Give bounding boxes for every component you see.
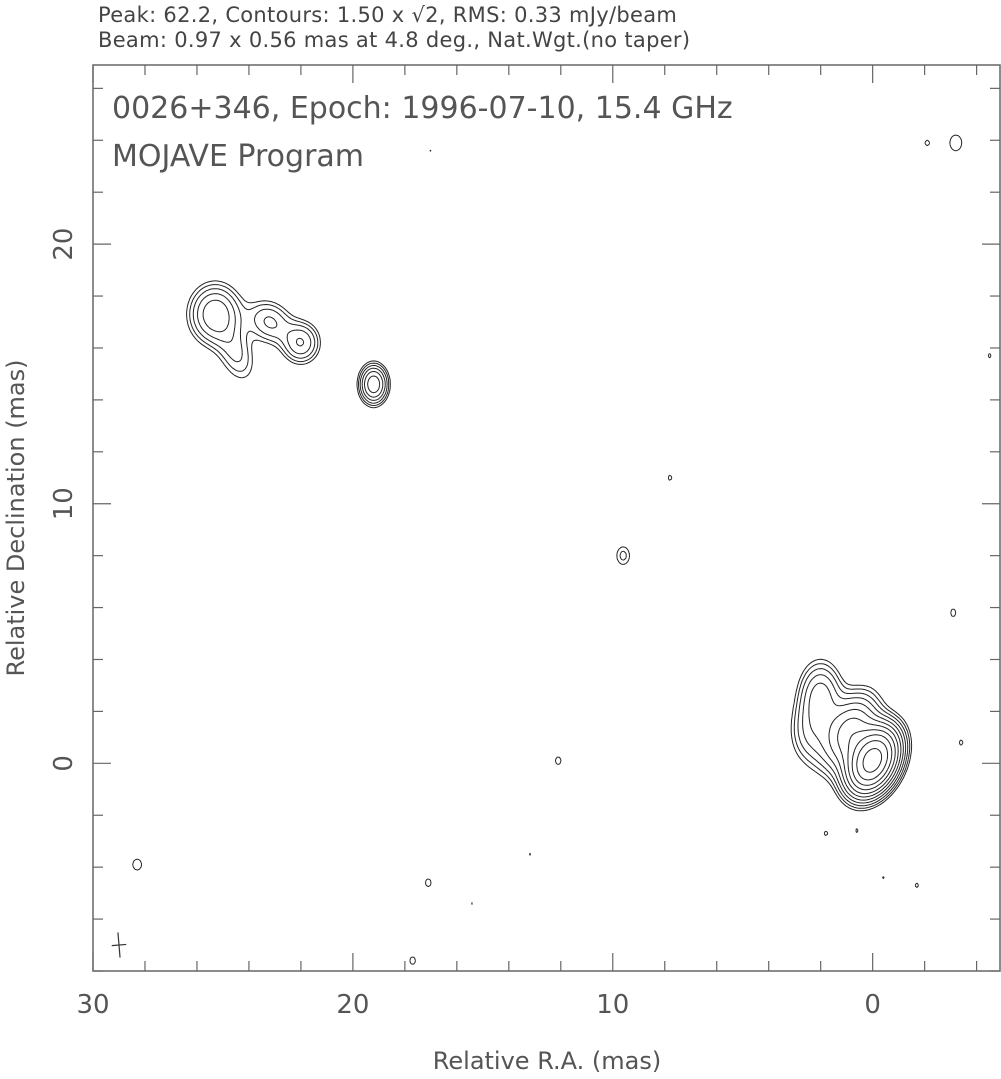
y-tick-label: 20 <box>49 228 79 261</box>
y-tick-label: 0 <box>49 755 79 772</box>
y-axis-label: Relative Declination (mas) <box>2 359 30 676</box>
contour-level-7 <box>847 729 896 791</box>
x-tick-label: 0 <box>864 990 881 1020</box>
header-beam-info: Beam: 0.97 x 0.56 mas at 4.8 deg., Nat.W… <box>98 28 691 52</box>
x-tick-label: 10 <box>596 990 629 1020</box>
plot-title: 0026+346, Epoch: 1996-07-10, 15.4 GHz <box>112 91 733 126</box>
contour-level-1 <box>189 284 911 809</box>
beam-marker <box>111 932 127 958</box>
contour-level-3 <box>197 293 907 804</box>
x-tick-label: 20 <box>336 990 369 1020</box>
contour-level-0 <box>132 134 992 965</box>
contour-level-9 <box>856 740 889 781</box>
contour-level-2 <box>192 288 909 807</box>
contour-level-6 <box>837 717 899 795</box>
contour-level-5 <box>367 375 902 798</box>
contour-level-8 <box>851 734 893 786</box>
axis-ticks <box>92 65 1000 972</box>
plot-frame <box>92 64 1001 972</box>
contour-lines <box>132 134 992 965</box>
header-contour-info: Peak: 62.2, Contours: 1.50 x √2, RMS: 0.… <box>98 3 678 27</box>
x-axis-label: Relative R.A. (mas) <box>433 1047 661 1075</box>
plot-subtitle: MOJAVE Program <box>112 139 364 174</box>
contour-level-10 <box>862 748 883 773</box>
contour-level-4 <box>202 299 904 801</box>
x-tick-label: 30 <box>76 990 109 1020</box>
y-tick-label: 10 <box>49 487 79 520</box>
